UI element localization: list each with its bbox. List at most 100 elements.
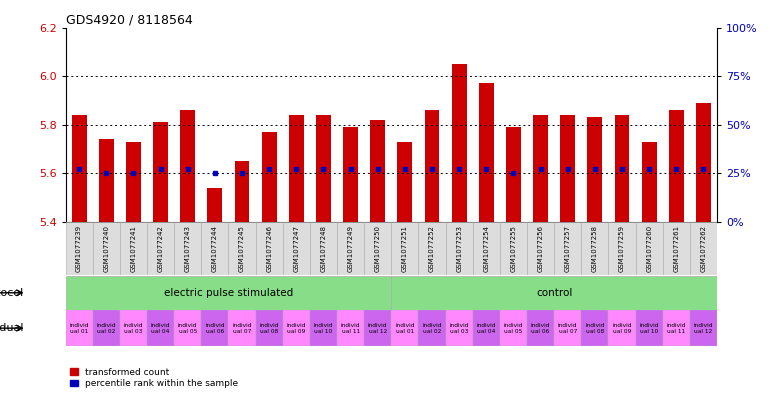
Text: GDS4920 / 8118564: GDS4920 / 8118564 [66,13,192,26]
Bar [120,310,147,346]
Text: GSM1077262: GSM1077262 [701,225,706,272]
Bar [419,310,446,346]
Text: individ
ual 05: individ ual 05 [503,323,524,334]
Bar [283,222,310,275]
Bar [425,110,439,222]
Text: GSM1077239: GSM1077239 [76,225,82,272]
Text: individ
ual 08: individ ual 08 [259,323,279,334]
Bar [337,222,364,275]
Bar [446,310,473,346]
Bar [669,110,684,222]
Bar [310,310,337,346]
Text: GSM1077255: GSM1077255 [510,225,517,272]
Bar [614,115,629,222]
Text: individ
ual 08: individ ual 08 [585,323,604,334]
Text: GSM1077246: GSM1077246 [266,225,272,272]
Text: individ
ual 11: individ ual 11 [341,323,360,334]
Text: individ
ual 07: individ ual 07 [558,323,577,334]
Text: GSM1077258: GSM1077258 [592,225,598,272]
Text: individ
ual 03: individ ual 03 [449,323,469,334]
Bar [479,83,493,222]
Bar [207,188,222,222]
Text: control: control [536,288,572,298]
Text: GSM1077251: GSM1077251 [402,225,408,272]
Bar [527,222,554,275]
Text: GSM1077261: GSM1077261 [673,225,679,272]
Text: GSM1077240: GSM1077240 [103,225,109,272]
Bar [310,222,337,275]
Bar [174,222,201,275]
Bar [635,310,663,346]
Text: individ
ual 09: individ ual 09 [287,323,306,334]
Bar [419,222,446,275]
Text: GSM1077250: GSM1077250 [375,225,381,272]
Bar [500,310,527,346]
Bar [174,310,201,346]
Bar [99,140,113,222]
Bar [234,161,250,222]
Bar [561,115,575,222]
Bar [397,142,412,222]
Bar [364,310,392,346]
Bar [392,222,419,275]
Text: GSM1077244: GSM1077244 [212,225,218,272]
Bar [255,222,283,275]
Text: individ
ual 06: individ ual 06 [530,323,550,334]
Text: GSM1077247: GSM1077247 [293,225,299,272]
Text: GSM1077253: GSM1077253 [456,225,462,272]
Bar [663,310,690,346]
Bar [289,115,304,222]
Bar [581,310,608,346]
Bar [690,222,717,275]
Text: individ
ual 03: individ ual 03 [123,323,143,334]
Text: individ
ual 01: individ ual 01 [69,323,89,334]
Text: GSM1077259: GSM1077259 [619,225,625,272]
Bar [66,310,93,346]
Text: individ
ual 04: individ ual 04 [151,323,170,334]
Text: individ
ual 01: individ ual 01 [395,323,415,334]
Text: GSM1077241: GSM1077241 [130,225,136,272]
Bar [554,310,581,346]
Text: GSM1077257: GSM1077257 [564,225,571,272]
Bar [581,222,608,275]
Bar [261,132,277,222]
Bar [228,222,255,275]
Text: individ
ual 06: individ ual 06 [205,323,224,334]
Bar [126,142,141,222]
Text: GSM1077243: GSM1077243 [185,225,190,272]
Bar [635,222,663,275]
Text: GSM1077256: GSM1077256 [537,225,544,272]
Legend: transformed count, percentile rank within the sample: transformed count, percentile rank withi… [70,368,238,389]
Bar [201,222,228,275]
Bar [641,142,657,222]
Bar [392,276,717,310]
Bar [120,222,147,275]
Bar [180,110,195,222]
Text: individ
ual 09: individ ual 09 [612,323,631,334]
Bar [72,115,86,222]
Bar [608,222,635,275]
Text: individ
ual 12: individ ual 12 [694,323,713,334]
Text: individ
ual 05: individ ual 05 [178,323,197,334]
Bar [446,222,473,275]
Bar [473,310,500,346]
Bar [228,310,255,346]
Bar [452,64,466,222]
Text: GSM1077248: GSM1077248 [321,225,326,272]
Bar [337,310,364,346]
Text: protocol: protocol [0,288,23,298]
Bar [608,310,635,346]
Bar [506,127,521,222]
Bar [201,310,228,346]
Text: individ
ual 10: individ ual 10 [314,323,333,334]
Bar [663,222,690,275]
Text: individ
ual 07: individ ual 07 [232,323,252,334]
Bar [66,276,392,310]
Text: GSM1077252: GSM1077252 [429,225,435,272]
Bar [316,115,331,222]
Bar [527,310,554,346]
Text: individ
ual 04: individ ual 04 [476,323,496,334]
Text: GSM1077254: GSM1077254 [483,225,490,272]
Text: individ
ual 02: individ ual 02 [423,323,442,334]
Bar [283,310,310,346]
